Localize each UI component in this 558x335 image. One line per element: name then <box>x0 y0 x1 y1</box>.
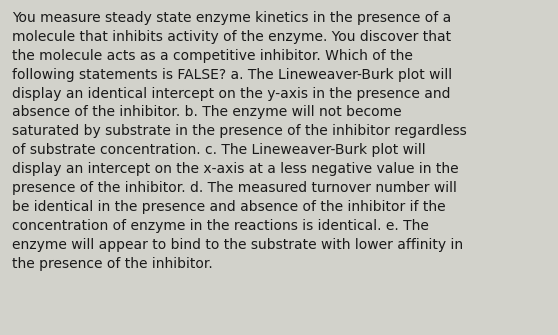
Text: You measure steady state enzyme kinetics in the presence of a
molecule that inhi: You measure steady state enzyme kinetics… <box>12 11 467 271</box>
